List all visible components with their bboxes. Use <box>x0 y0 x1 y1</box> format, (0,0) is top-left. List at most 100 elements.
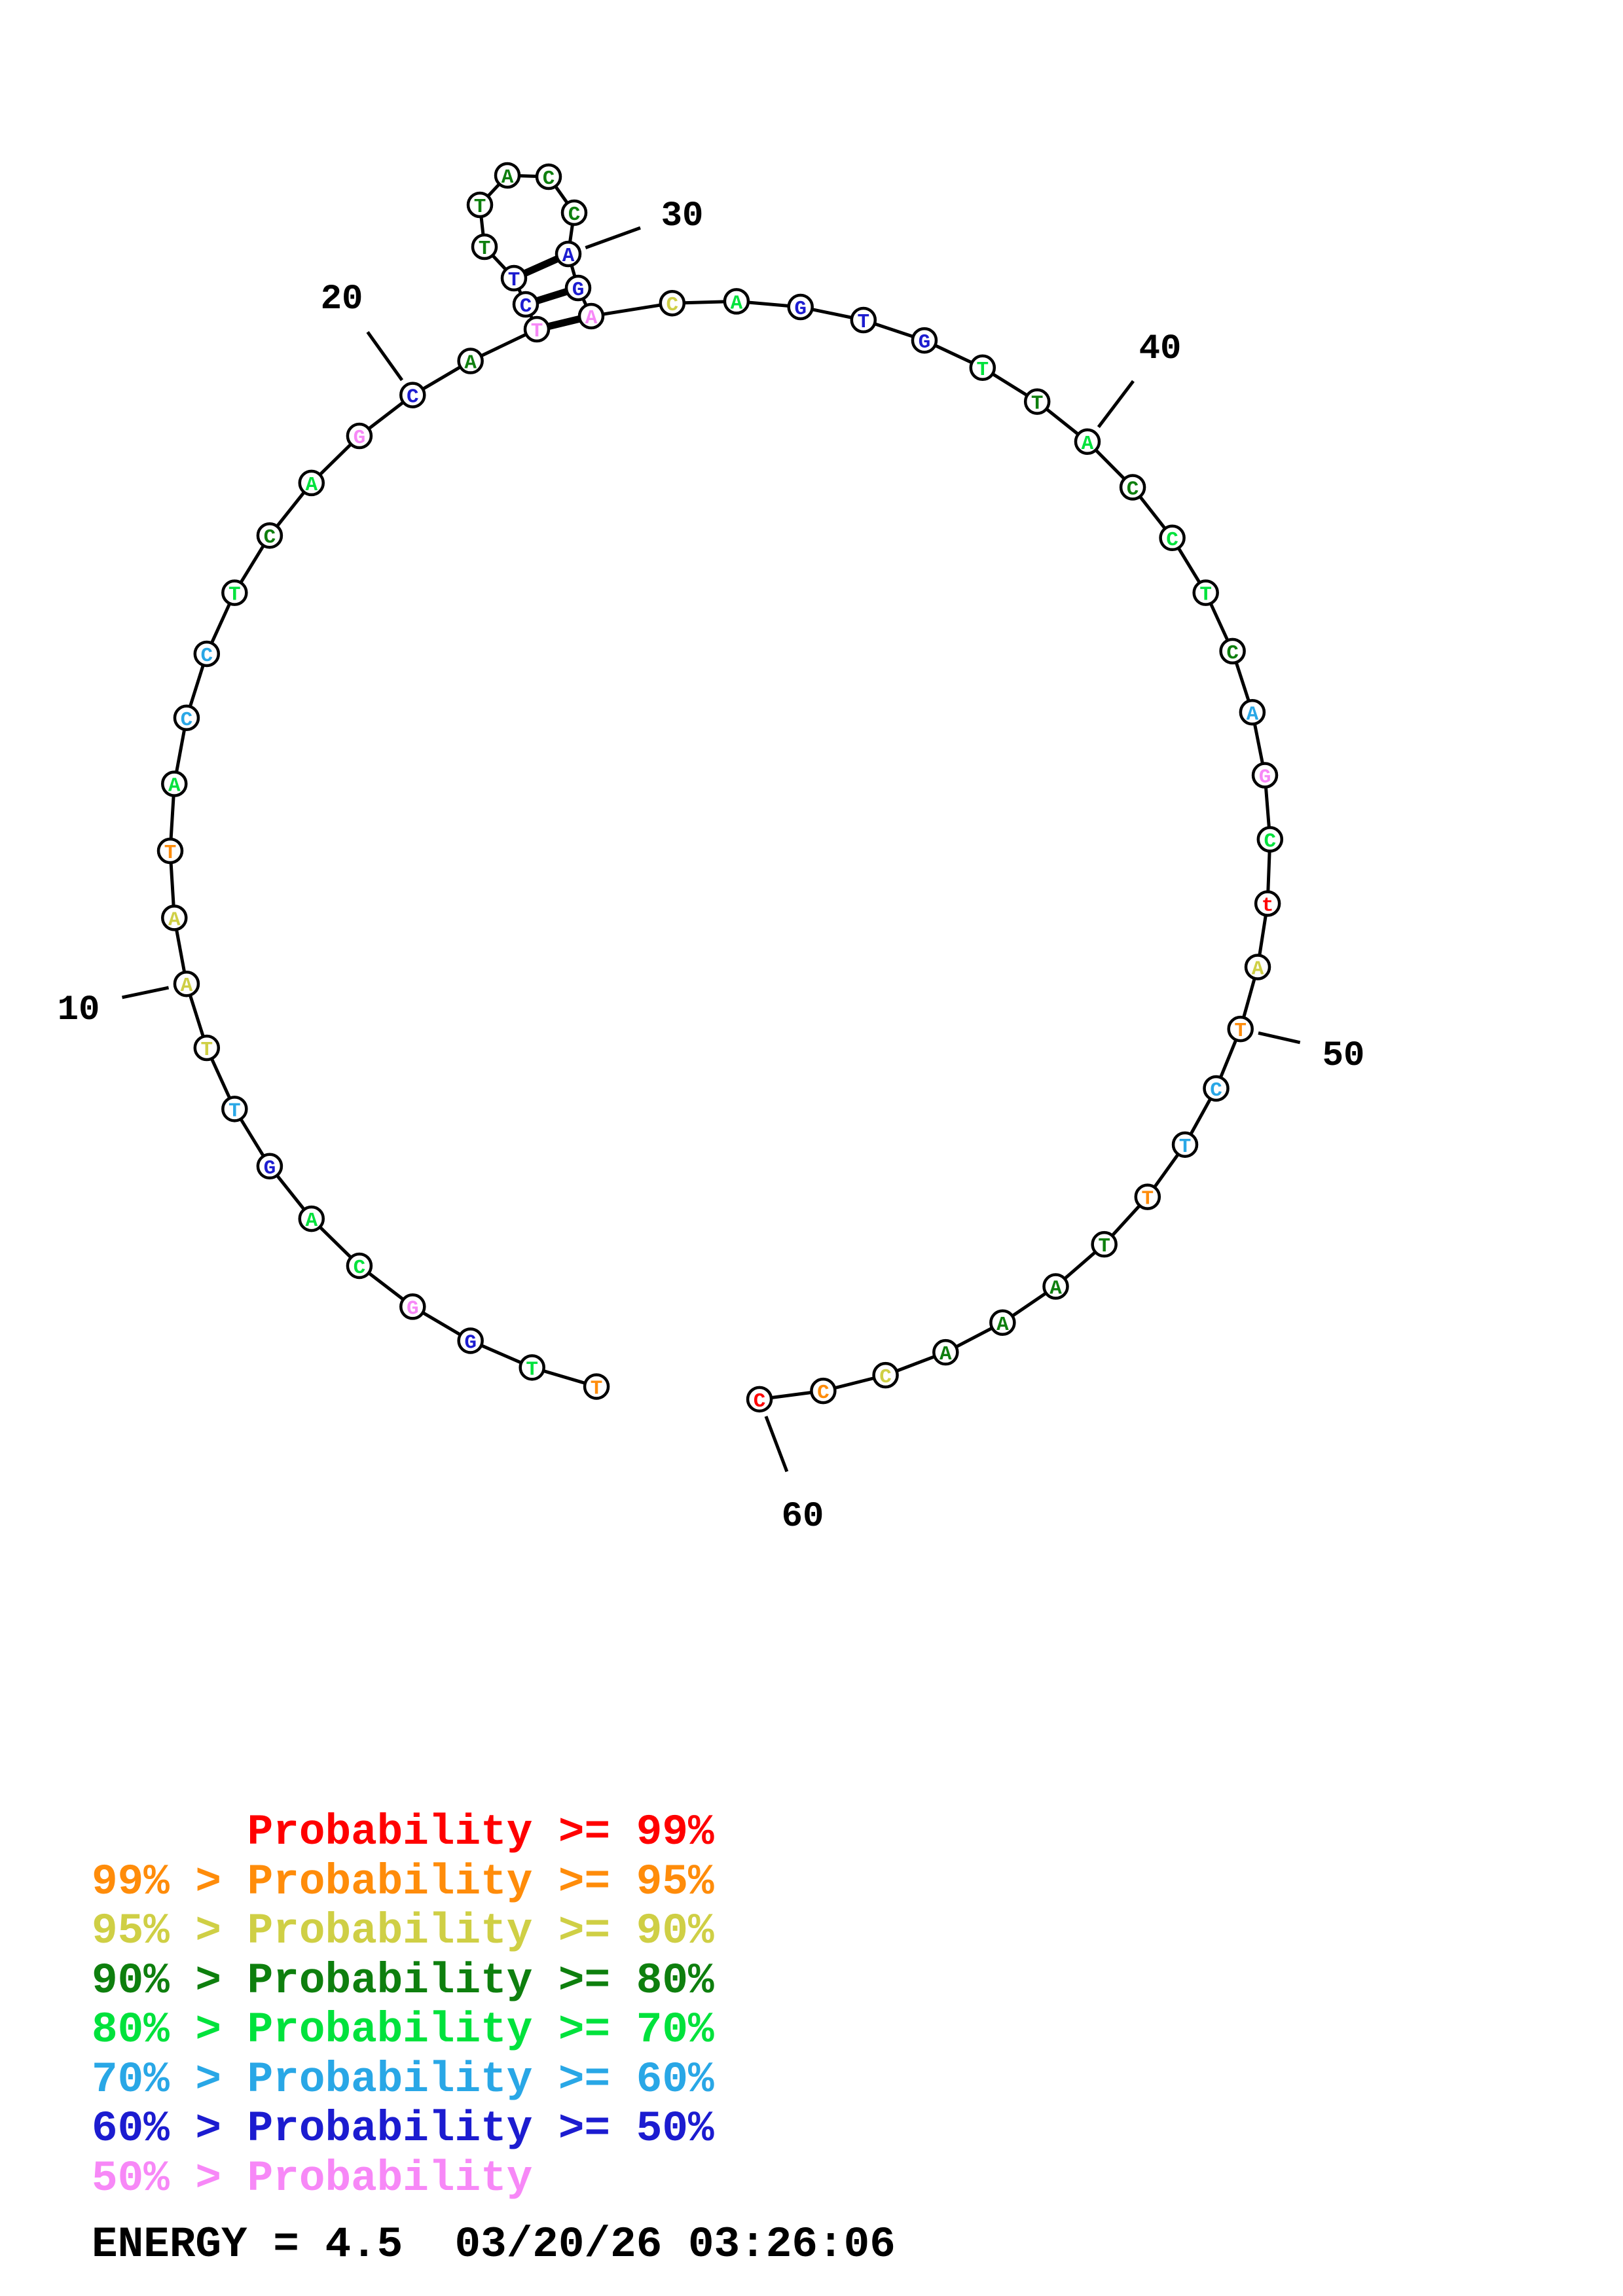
base-node-31: G <box>564 274 592 302</box>
base-letter-7: G <box>264 1157 276 1180</box>
base-node-45: A <box>1239 699 1266 726</box>
base-letter-40: A <box>1082 433 1094 456</box>
legend-row-8: 50% > Probability <box>92 2153 533 2203</box>
base-letter-3: G <box>464 1331 477 1354</box>
base-letter-46: G <box>1259 766 1271 789</box>
tick-line-20 <box>366 331 404 382</box>
legend-row-5: 80% > Probability >= 70% <box>92 2005 714 2054</box>
base-letter-21: A <box>464 352 477 375</box>
base-node-58: C <box>872 1361 899 1389</box>
base-letter-30: A <box>562 245 575 268</box>
base-node-36: T <box>850 306 877 334</box>
base-letter-12: T <box>164 842 177 865</box>
base-letter-53: T <box>1141 1188 1154 1211</box>
base-node-53: T <box>1134 1183 1161 1211</box>
base-letter-9: T <box>200 1039 213 1062</box>
base-letter-6: A <box>305 1210 318 1232</box>
probability-legend: Probability >= 99% 99% > Probability >= 9… <box>92 1808 714 2203</box>
base-letter-47: C <box>1264 830 1277 853</box>
base-node-27: A <box>494 162 521 189</box>
legend-row-2: 99% > Probability >= 95% <box>92 1857 714 1907</box>
base-node-10: A <box>173 970 200 997</box>
base-letter-39: T <box>1031 393 1044 416</box>
base-letter-1: T <box>591 1377 603 1400</box>
base-letter-18: A <box>305 474 318 497</box>
legend-row-1: Probability >= 99% <box>92 1808 714 1857</box>
base-letter-27: A <box>501 166 514 189</box>
base-letter-32: A <box>585 307 598 330</box>
base-letter-5: C <box>354 1257 366 1280</box>
base-letter-8: T <box>228 1100 241 1122</box>
base-letter-14: C <box>181 709 193 732</box>
base-node-28: C <box>535 163 562 190</box>
base-node-1: T <box>583 1373 610 1400</box>
base-letter-56: A <box>996 1314 1009 1336</box>
base-letter-23: C <box>520 295 532 318</box>
tick-label-60: 60 <box>782 1497 824 1537</box>
base-letter-10: A <box>181 975 193 997</box>
base-letter-2: T <box>526 1358 538 1381</box>
legend-row-7: 60% > Probability >= 50% <box>92 2104 714 2153</box>
tick-line-30 <box>585 226 641 249</box>
base-node-18: A <box>298 469 325 497</box>
tick-label-40: 40 <box>1139 329 1182 369</box>
base-letter-49: A <box>1252 958 1264 981</box>
base-letter-58: C <box>879 1366 892 1389</box>
base-node-44: C <box>1219 637 1246 665</box>
backbone-bond <box>591 301 673 318</box>
base-node-47: C <box>1256 826 1284 853</box>
base-node-34: A <box>723 288 750 315</box>
base-letter-55: A <box>1049 1278 1062 1300</box>
base-letter-43: T <box>1199 584 1212 607</box>
base-letter-35: G <box>794 298 807 321</box>
base-node-12: T <box>156 837 184 865</box>
base-letter-60: C <box>754 1390 766 1413</box>
base-letter-28: C <box>543 168 555 190</box>
base-node-32: A <box>577 302 605 330</box>
base-node-55: A <box>1042 1273 1069 1300</box>
base-node-43: T <box>1192 579 1219 607</box>
base-node-49: A <box>1244 954 1271 981</box>
base-letter-13: A <box>168 775 181 798</box>
base-letter-33: C <box>666 294 678 317</box>
base-node-5: C <box>346 1252 373 1280</box>
base-node-22: T <box>523 315 551 343</box>
base-node-21: A <box>457 348 484 375</box>
tick-label-10: 10 <box>58 990 100 1030</box>
base-letter-41: C <box>1127 478 1139 501</box>
base-node-54: T <box>1091 1230 1118 1258</box>
base-node-57: A <box>932 1338 959 1366</box>
tick-line-10 <box>122 986 170 999</box>
base-node-30: A <box>555 240 582 268</box>
base-node-51: C <box>1203 1075 1230 1102</box>
base-node-46: G <box>1251 762 1279 789</box>
base-letter-54: T <box>1098 1235 1110 1258</box>
base-node-33: C <box>659 289 686 317</box>
base-node-23: C <box>512 291 539 318</box>
base-node-40: A <box>1074 428 1101 456</box>
legend-row-4: 90% > Probability >= 80% <box>92 1956 714 2005</box>
base-node-24: T <box>500 264 528 292</box>
base-letter-4: G <box>407 1297 419 1320</box>
base-letter-36: T <box>858 311 870 334</box>
tick-label-20: 20 <box>321 279 363 319</box>
base-letter-25: T <box>479 238 491 260</box>
base-node-29: C <box>560 199 588 226</box>
base-node-25: T <box>471 233 498 260</box>
backbone-bonds <box>168 173 1272 1401</box>
base-node-17: C <box>256 522 283 549</box>
base-letter-16: T <box>228 584 241 607</box>
base-node-11: A <box>161 905 188 931</box>
base-letter-44: C <box>1226 642 1239 665</box>
base-letter-38: T <box>977 359 989 382</box>
base-node-50: T <box>1227 1015 1254 1043</box>
base-node-48: t <box>1254 890 1281 918</box>
base-letter-17: C <box>264 526 276 549</box>
base-letter-31: G <box>572 279 585 302</box>
base-node-4: G <box>399 1293 426 1320</box>
legend-row-6: 70% > Probability >= 60% <box>92 2054 714 2104</box>
base-node-42: C <box>1159 524 1186 552</box>
base-node-39: T <box>1023 388 1051 416</box>
